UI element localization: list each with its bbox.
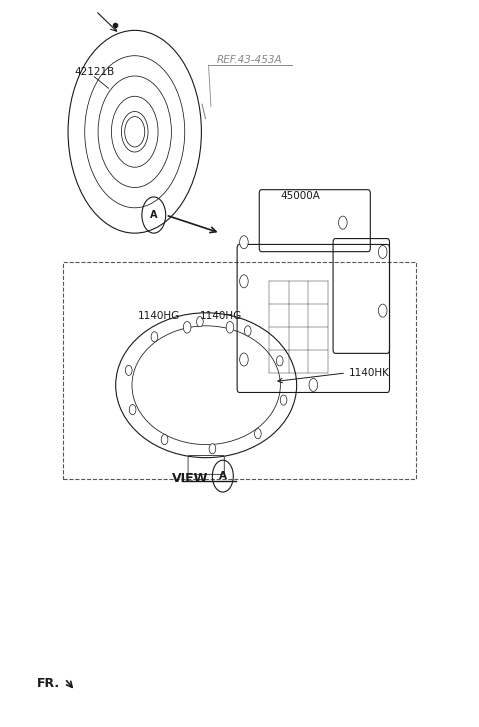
Ellipse shape [125,116,145,147]
Circle shape [240,275,248,288]
Circle shape [339,216,347,229]
Text: A: A [150,210,158,220]
Circle shape [226,321,234,333]
Text: 42121B: 42121B [74,67,114,77]
Circle shape [378,246,387,259]
Text: FR.: FR. [37,677,60,690]
Circle shape [244,326,251,336]
Circle shape [240,353,248,366]
Circle shape [183,321,191,333]
Circle shape [196,317,203,326]
Circle shape [151,332,158,342]
Text: 1140HG: 1140HG [199,311,241,321]
Text: VIEW: VIEW [172,472,208,485]
Circle shape [254,429,261,439]
Circle shape [309,379,318,391]
Circle shape [129,404,136,414]
Circle shape [240,236,248,249]
Circle shape [280,395,287,405]
Text: 1140HG: 1140HG [137,311,180,321]
Circle shape [276,356,283,366]
Text: 1140HK: 1140HK [349,368,390,378]
Text: 45000A: 45000A [281,190,320,201]
Bar [63,262,416,479]
Circle shape [125,365,132,375]
Circle shape [209,443,216,454]
Circle shape [378,304,387,317]
Text: A: A [219,471,227,481]
Text: REF.43-453A: REF.43-453A [217,55,283,65]
Circle shape [161,435,168,445]
